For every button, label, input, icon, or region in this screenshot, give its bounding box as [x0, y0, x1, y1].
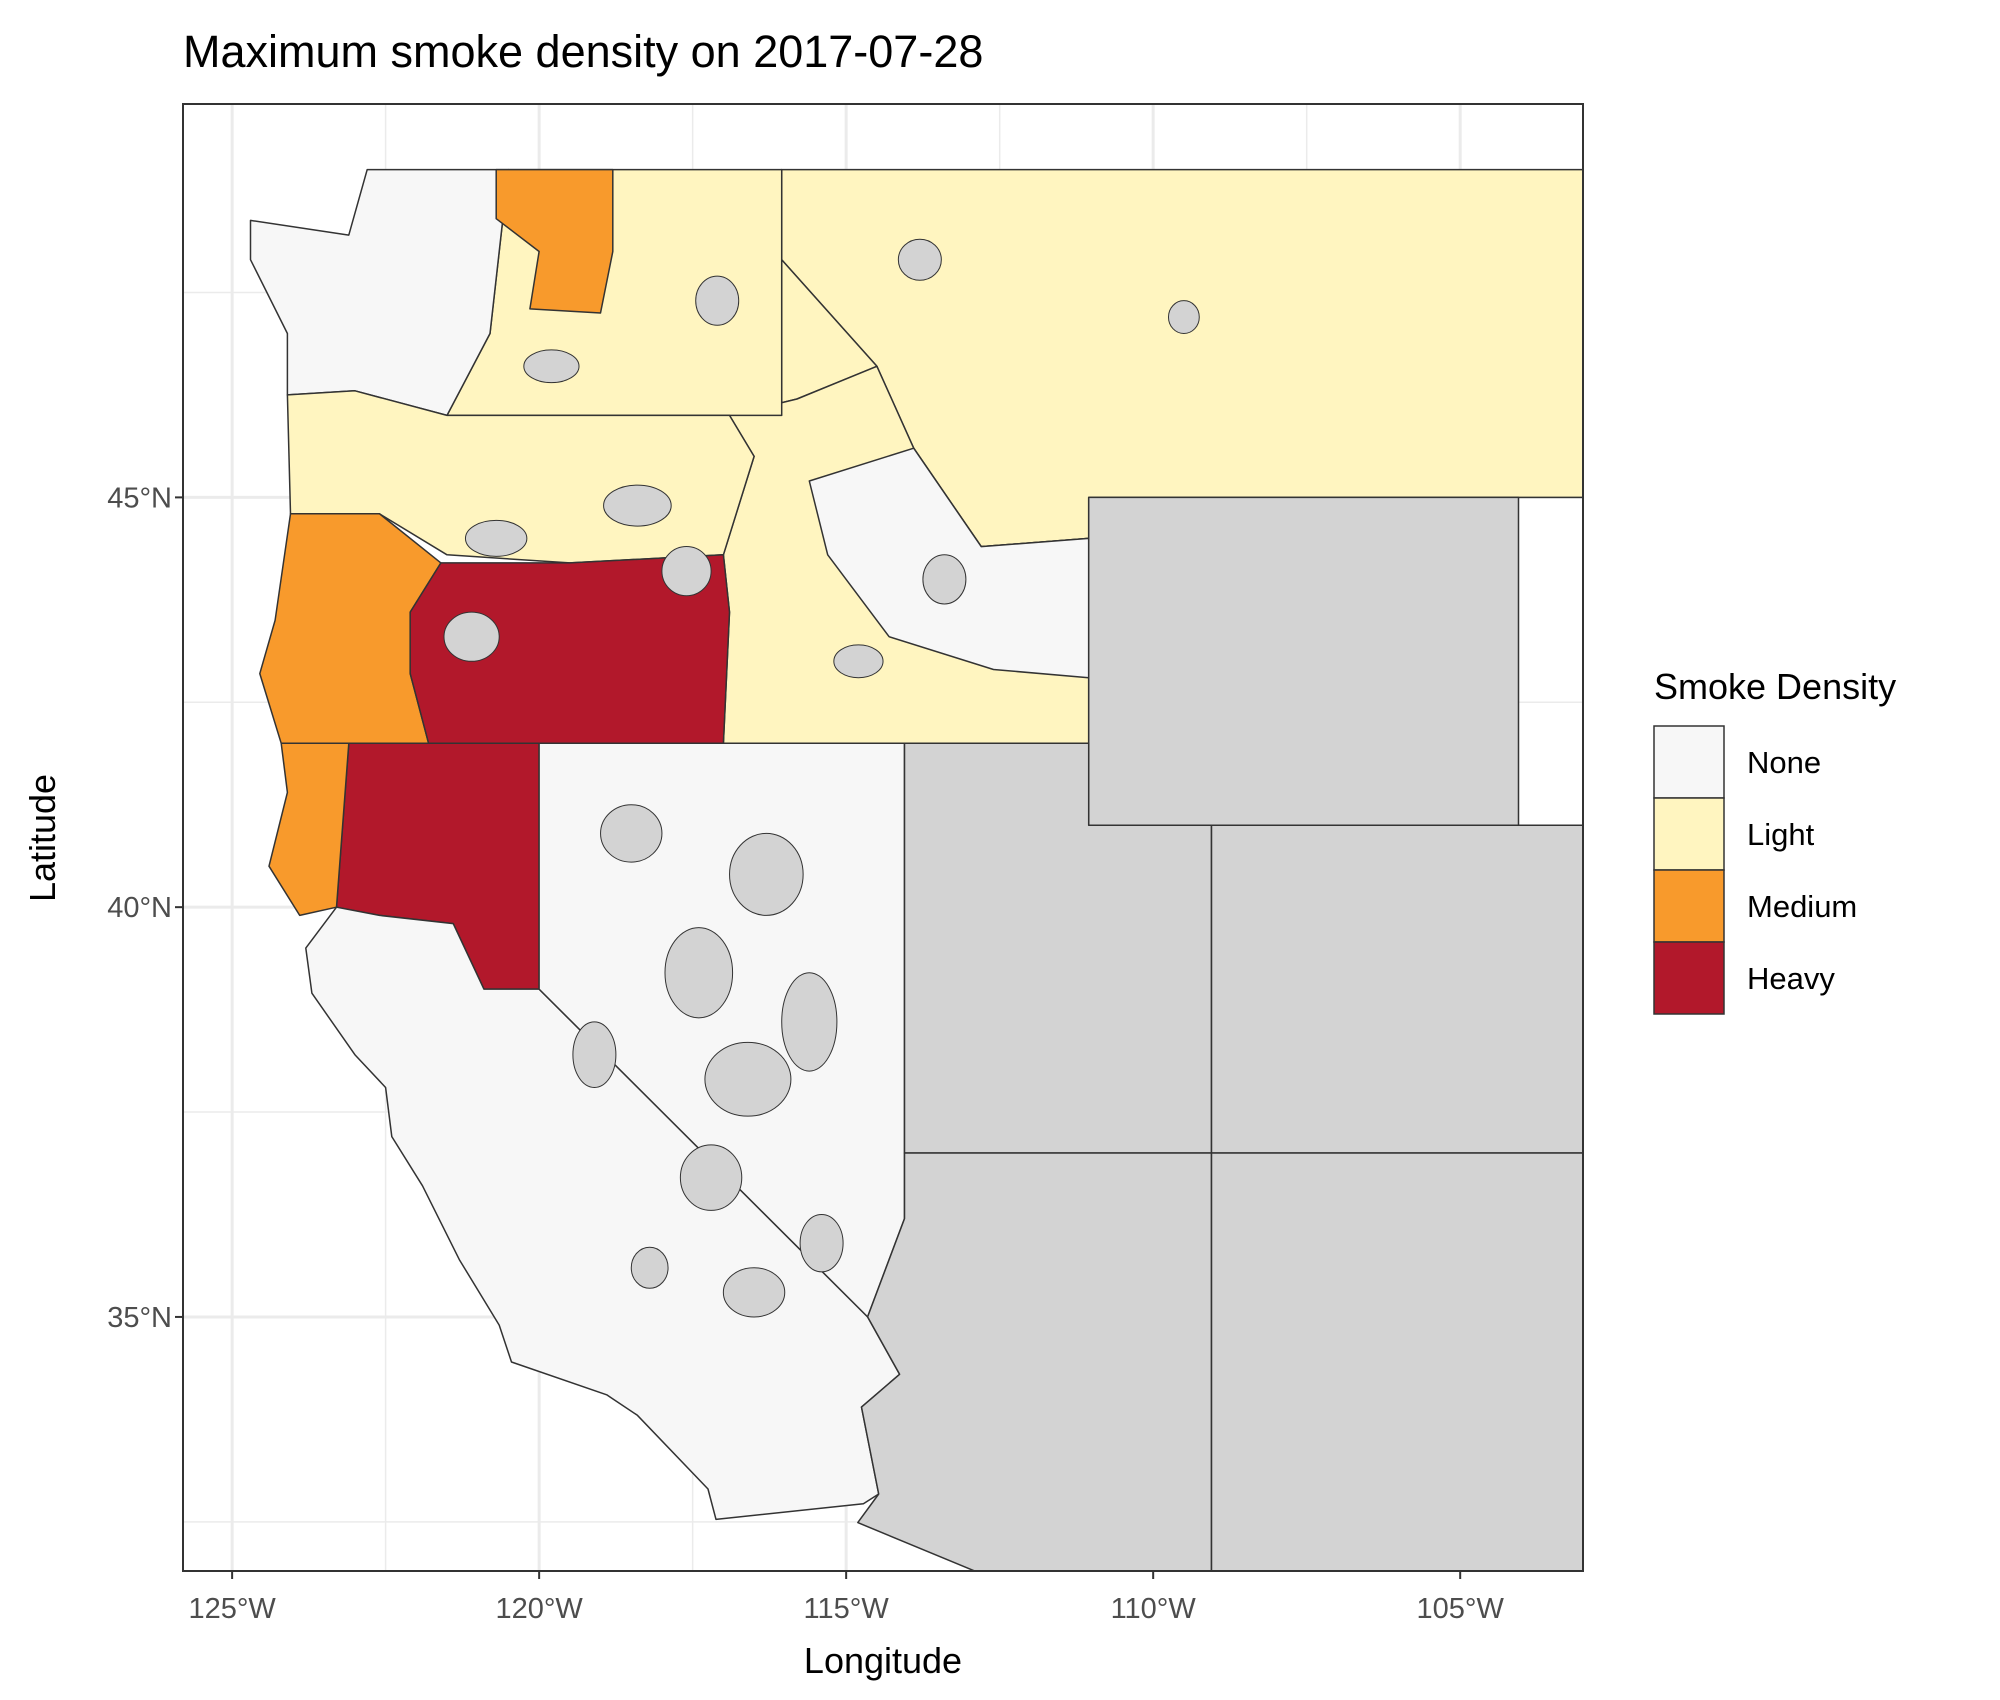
legend-key-light — [1653, 797, 1725, 871]
no-data-pocket — [729, 832, 804, 916]
no-data-pocket — [523, 349, 580, 384]
no-data-pocket — [464, 519, 528, 557]
x-tick-label: 120°W — [495, 1593, 583, 1625]
region-oregon-south-central — [409, 554, 731, 745]
y-axis: 45°N 40°N 35°N — [107, 482, 183, 1334]
no-data-pocket — [833, 644, 884, 679]
x-tick-label: 125°W — [188, 1593, 276, 1625]
x-axis: 125°W 120°W 115°W 110°W 105°W — [188, 1571, 1504, 1625]
no-data-pocket — [722, 1267, 786, 1318]
y-tick-label: 40°N — [107, 892, 172, 924]
legend-label-none: None — [1747, 745, 1821, 780]
region-california-central-and-south — [305, 906, 901, 1521]
no-data-pocket — [572, 1021, 617, 1088]
x-tick-label: 115°W — [804, 1593, 890, 1625]
no-data-pocket — [781, 972, 838, 1072]
x-tick-label: 105°W — [1417, 1593, 1505, 1625]
legend-title: Smoke Density — [1654, 666, 1896, 707]
no-data-pocket — [443, 611, 500, 662]
no-data-pocket — [799, 1213, 844, 1273]
legend-key-heavy — [1653, 941, 1725, 1015]
no-data-pocket — [661, 546, 712, 597]
no-data-pocket — [600, 804, 663, 863]
no-data-pocket — [704, 1041, 792, 1117]
no-data-pocket — [922, 554, 967, 605]
no-data-pocket — [679, 1144, 743, 1211]
y-axis-title: Latitude — [22, 774, 63, 902]
no-data-pocket — [1167, 300, 1200, 334]
legend-key-medium — [1653, 869, 1725, 943]
legend-label-medium: Medium — [1747, 889, 1857, 924]
region-wyoming — [1087, 496, 1520, 826]
no-data-pocket — [603, 484, 672, 527]
legend-label-light: Light — [1747, 817, 1815, 852]
map-layer — [249, 168, 1583, 1571]
legend-label-heavy: Heavy — [1747, 961, 1835, 996]
y-tick-label: 45°N — [107, 482, 172, 514]
no-data-pocket — [664, 927, 734, 1019]
no-data-pocket — [897, 238, 942, 281]
legend-key-none — [1653, 725, 1725, 799]
legend: Smoke Density None Light Medium Heavy — [1653, 666, 1896, 1015]
x-tick-label: 110°W — [1111, 1593, 1197, 1625]
no-data-pocket — [695, 275, 740, 326]
y-tick-label: 35°N — [107, 1302, 172, 1334]
no-data-pocket — [630, 1246, 669, 1289]
chart-title: Maximum smoke density on 2017-07-28 — [183, 26, 983, 77]
region-new-mexico — [1210, 1152, 1583, 1571]
x-axis-title: Longitude — [804, 1640, 962, 1681]
region-washington-north-central — [495, 168, 614, 314]
plot-panel — [182, 103, 1584, 1572]
panel-border — [182, 103, 1584, 1572]
region-california-north-coast — [268, 742, 350, 917]
region-colorado — [1210, 824, 1583, 1154]
